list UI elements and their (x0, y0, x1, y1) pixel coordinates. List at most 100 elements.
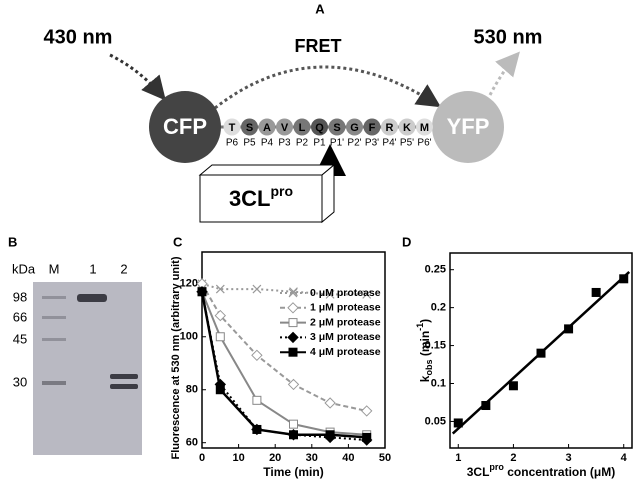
y-tick-label: 0.05 (425, 415, 446, 427)
x-tick-label: 40 (342, 452, 354, 464)
marker (287, 331, 299, 344)
chart: 1 2 3 4 0.05 0.1 0.15 0.2 0.25 3CLpro concentrati… (415, 252, 633, 479)
y-tick-label: 80 (186, 384, 198, 396)
position-label: P2 (296, 138, 309, 149)
residue-label: L (299, 122, 306, 134)
residue-label: G (350, 122, 359, 134)
legend-label: 4 μM protease (310, 346, 381, 358)
marker (215, 332, 225, 342)
x-tick-label: 2 (510, 452, 516, 464)
marker (197, 287, 207, 297)
residue-label: M (420, 122, 429, 134)
marker (289, 419, 298, 429)
x-tick-label: 3 (566, 452, 572, 464)
legend-label: 0 μM protease (310, 287, 381, 299)
marker (325, 289, 335, 299)
peptide: T P6 S P5 A P4 V P3 L P2 Q P1 S P1' G P2' F P3' R P4' K P5' MP… (223, 118, 433, 149)
x-tick-label: 10 (232, 452, 244, 464)
position-label: P4 (261, 138, 274, 149)
yfp-label: YFP (447, 114, 490, 139)
cfp (149, 91, 221, 163)
marker (215, 284, 225, 294)
fret-arrow (214, 65, 442, 110)
position-label: P6' (417, 138, 431, 149)
position-label: P4' (382, 138, 396, 149)
marker (214, 309, 227, 322)
x-axis-label: 3CLpro concentration (μM) (467, 462, 616, 479)
x-tick-label: 20 (269, 452, 281, 464)
residue-label: T (229, 122, 236, 134)
x-tick-label: 50 (379, 452, 391, 464)
marker (619, 274, 629, 284)
emission-label: 530 nm (474, 26, 543, 48)
residue-label: A (263, 122, 271, 134)
position-label: P3' (365, 138, 379, 149)
fret-label: FRET (295, 36, 342, 56)
marker (252, 284, 262, 294)
cfp-label: CFP (163, 114, 207, 139)
position-label: P3 (278, 138, 291, 149)
residue-label: S (333, 122, 340, 134)
marker (252, 395, 262, 405)
marker-label: 66 (13, 309, 27, 324)
position-label: P1' (330, 138, 344, 149)
y-axis-label-part: (min (418, 331, 432, 360)
marker (287, 378, 300, 391)
x-axis-label-part: 3CL (467, 465, 490, 479)
marker (362, 432, 372, 442)
lane-label: M (49, 261, 60, 276)
lane-label: 1 (89, 261, 96, 276)
marker (536, 348, 546, 358)
excitation-label: 430 nm (44, 26, 113, 48)
marker (362, 289, 372, 299)
x-axis-label: Time (min) (263, 465, 323, 479)
residue-label: V (281, 122, 289, 134)
legend-label: 1 μM protease (310, 302, 381, 314)
residue (398, 118, 416, 136)
marker (288, 318, 298, 328)
residue (258, 118, 276, 136)
marker (508, 381, 518, 391)
residue (311, 118, 328, 136)
residue (363, 118, 381, 136)
position-label: P5' (400, 138, 414, 149)
chart: 0 10 20 30 40 50 60 80 100 120 Time (min) Fluoresce… (170, 251, 391, 479)
plot-frame (449, 252, 633, 449)
protease-name: 3CL (229, 186, 271, 211)
marker (360, 405, 373, 417)
residue (328, 118, 346, 136)
residue (293, 118, 311, 136)
residue (381, 118, 398, 136)
x-tick-label: 30 (306, 452, 318, 464)
legend-label: 2 μM protease (310, 316, 381, 328)
residue-label: K (403, 122, 411, 134)
y-tick-label: 0.25 (425, 264, 446, 276)
residue-label: S (246, 122, 253, 134)
panel-label: A (315, 1, 325, 16)
y-axis-label-part: -1 (415, 323, 425, 331)
y-tick-label: 60 (186, 437, 198, 449)
position-label: P6 (226, 138, 239, 149)
marker-label: 30 (13, 374, 27, 389)
gel (33, 282, 142, 455)
y-tick-label: 120 (180, 278, 198, 290)
y-axis-label-part: obs (424, 359, 434, 375)
lane-label: 2 (120, 261, 127, 276)
position-label: P2' (347, 138, 361, 149)
series-line (201, 282, 367, 296)
box-top (198, 164, 336, 176)
x-axis-label-part: concentration (μM) (504, 465, 615, 479)
excitation-arrow (109, 53, 166, 101)
y-axis-label-part: ) (418, 319, 432, 323)
residue-label: Q (315, 122, 324, 134)
y-tick-label: 0.15 (425, 339, 446, 351)
residue-label: F (369, 122, 376, 134)
marker (252, 424, 262, 434)
panel-label: D (402, 234, 411, 249)
x-axis-label-part: pro (489, 462, 504, 472)
emission-arrow (488, 51, 520, 96)
marker (288, 347, 298, 357)
marker-label: 98 (13, 289, 27, 304)
y-axis-label: Fluorescence at 530 nm (arbitrary unit) (170, 256, 182, 459)
